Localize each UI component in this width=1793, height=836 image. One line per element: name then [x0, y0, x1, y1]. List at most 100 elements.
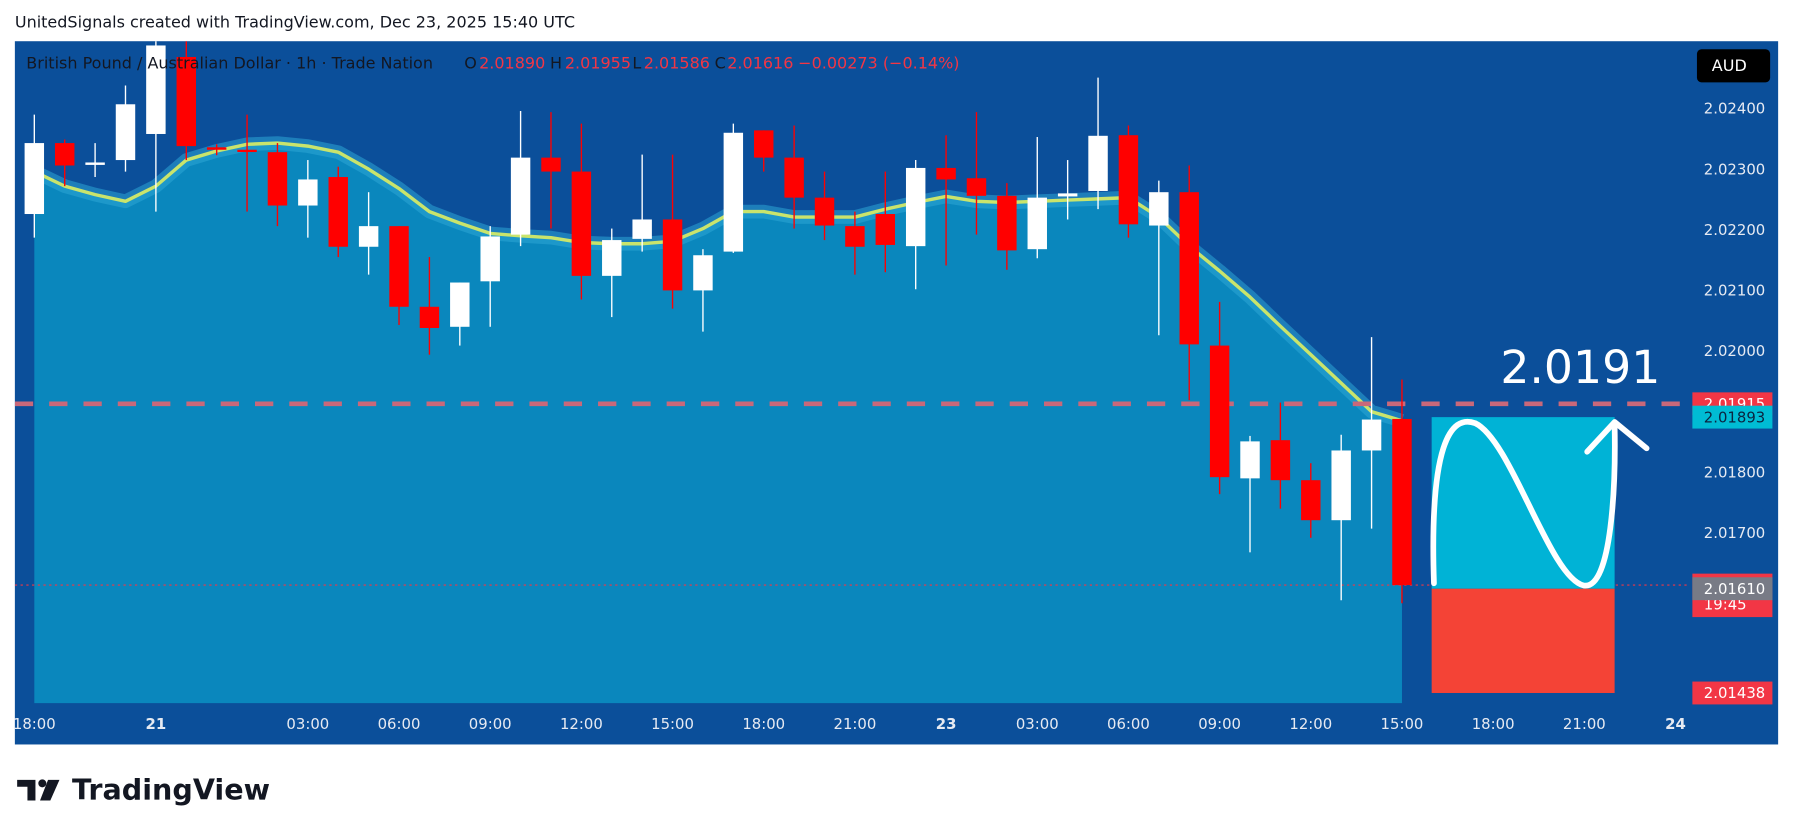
- candle-body: [1361, 419, 1382, 451]
- candle-body: [1240, 441, 1260, 479]
- candle-body: [480, 236, 500, 282]
- plot-pane: 2.0191: [14, 41, 1691, 704]
- candle-body: [541, 157, 561, 172]
- y-tick-label: 2.01800: [1704, 464, 1765, 482]
- legend-key: O: [464, 54, 477, 73]
- x-tick-label: 23: [936, 715, 957, 733]
- y-tick-label: 2.02100: [1704, 282, 1765, 300]
- price-marker: [1692, 577, 1773, 601]
- candle-body: [571, 171, 592, 276]
- price-marker-label: 2.01438: [1704, 684, 1765, 702]
- price-marker-label: 2.01893: [1704, 408, 1765, 426]
- candle-body: [723, 132, 744, 252]
- legend-key: H: [550, 54, 562, 73]
- price-marker: [1692, 405, 1773, 429]
- legend-value: 2.01616: [727, 54, 793, 73]
- candle-body: [510, 157, 531, 235]
- candle-body: [1301, 480, 1321, 521]
- ma-area: [34, 143, 1402, 704]
- candle-body: [602, 240, 622, 276]
- x-tick-label: 18:00: [1472, 715, 1515, 733]
- currency: AUD: [1712, 56, 1747, 75]
- y-tick-label: 2.02000: [1704, 342, 1765, 360]
- candle-body: [1331, 450, 1351, 521]
- projection-arrow: [1584, 419, 1650, 455]
- x-tick-label: 12:00: [560, 715, 603, 733]
- price-marker-label: 2.01610: [1704, 580, 1765, 598]
- x-tick-label: 09:00: [1198, 715, 1241, 733]
- candle-body: [298, 179, 318, 206]
- candle-body: [450, 282, 470, 327]
- candle-body: [419, 306, 440, 329]
- y-tick-label: 2.02400: [1704, 100, 1765, 118]
- legend-key: L: [632, 54, 641, 73]
- candle-body: [328, 177, 348, 247]
- currency-box: [1696, 49, 1771, 83]
- candle-body: [814, 197, 835, 226]
- candle-body: [115, 104, 136, 161]
- candle-body: [1088, 135, 1108, 191]
- legend-change: −0.00273 (−0.14%): [798, 54, 959, 73]
- x-tick-label: 18:00: [742, 715, 785, 733]
- candle-body: [206, 147, 227, 150]
- x-tick-label: 06:00: [378, 715, 421, 733]
- x-tick-label: 15:00: [651, 715, 694, 733]
- countdown: 19:45: [1704, 596, 1747, 614]
- x-tick-label: 06:00: [1107, 715, 1150, 733]
- candle-body: [1209, 345, 1230, 478]
- legend-key: C: [715, 54, 726, 73]
- candle-body: [1149, 192, 1169, 226]
- legend-value: 2.01890: [479, 54, 545, 73]
- x-tick-label: 15:00: [1381, 715, 1424, 733]
- legend-value: 2.01955: [565, 54, 631, 73]
- candle-body: [1270, 440, 1291, 481]
- candle-body: [845, 226, 865, 247]
- candle-body: [693, 255, 713, 291]
- brand: TradingView: [72, 772, 270, 806]
- candle-body: [54, 143, 75, 166]
- annotation: 2.0191: [1500, 341, 1660, 394]
- ma-line: [33, 141, 1403, 423]
- candle-body: [662, 219, 683, 291]
- candle-body: [176, 56, 196, 147]
- axes: British Pound / Australian Dollar · 1h ·…: [13, 49, 1773, 733]
- x-tick-label: 09:00: [469, 715, 512, 733]
- x-tick-label: 24: [1665, 715, 1686, 733]
- candle-body: [389, 226, 409, 307]
- x-tick-label: 12:00: [1289, 715, 1332, 733]
- price-marker: [1692, 681, 1773, 705]
- y-tick-label: 2.02200: [1704, 221, 1765, 239]
- candle-body: [85, 162, 105, 165]
- candle-body: [905, 167, 926, 247]
- candle-body: [267, 152, 288, 206]
- x-tick-label: 18:00: [13, 715, 56, 733]
- candle-body: [754, 130, 774, 158]
- candle-body: [358, 226, 379, 247]
- candle-body: [1057, 193, 1078, 197]
- stop-zone: [1431, 588, 1615, 693]
- candle-body: [1179, 192, 1199, 345]
- y-tick-label: 2.02300: [1704, 160, 1765, 178]
- legend-value: 2.01586: [644, 54, 710, 73]
- x-tick-label: 21:00: [1563, 715, 1606, 733]
- candle-body: [146, 45, 166, 134]
- candle-body: [632, 219, 652, 239]
- x-tick-label: 21: [146, 715, 167, 733]
- candle-body: [936, 167, 956, 180]
- candle-body: [1027, 197, 1047, 250]
- target-zone: [1431, 417, 1615, 589]
- candle-body: [784, 157, 804, 198]
- x-tick-label: 03:00: [1016, 715, 1059, 733]
- projection-curve: [1430, 418, 1618, 589]
- x-tick-label: 21:00: [833, 715, 876, 733]
- header: UnitedSignals created with TradingView.c…: [15, 12, 575, 31]
- candle-body: [24, 143, 45, 215]
- candle-body: [1392, 418, 1412, 586]
- candle-body: [997, 195, 1017, 251]
- candle-body: [237, 149, 257, 153]
- candle-body: [875, 214, 896, 245]
- brand-logo: TradingView: [17, 772, 270, 806]
- candle-body: [966, 178, 987, 196]
- x-tick-label: 03:00: [286, 715, 329, 733]
